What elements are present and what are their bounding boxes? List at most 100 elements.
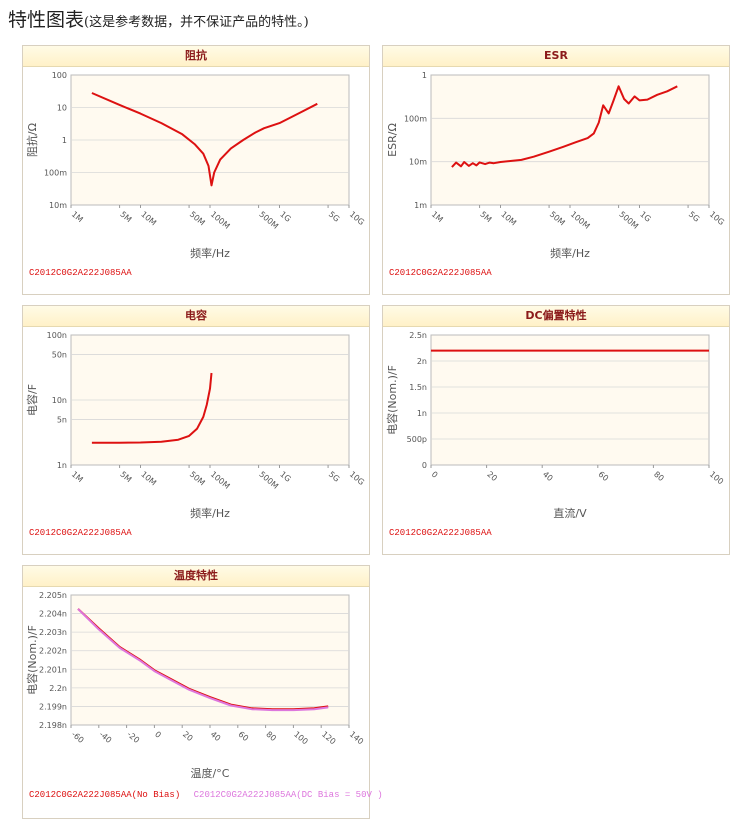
impedance-x-tick-label: 10M — [139, 210, 158, 228]
temperature-legend-dc-bias: C2012C0G2A222J085AA(DC Bias = 50V ) — [193, 790, 383, 800]
page-title-text: 特性图表 — [8, 9, 85, 31]
temperature-x-tick-label: -20 — [125, 730, 141, 745]
esr-panel: ESR 1 100m 10m 1m 1M 5M 10M 50M 100M 500M 1G 5G 10G 频… — [382, 45, 730, 295]
dcbias-plot-area — [430, 334, 710, 466]
esr-x-tick-label: 5M — [478, 210, 493, 225]
temperature-x-tick-label: 20 — [181, 730, 195, 743]
temperature-plot-area — [70, 594, 350, 726]
dcbias-legend-item: C2012C0G2A222J085AA — [389, 528, 492, 538]
capacitance-y-tick-label: 100n — [47, 331, 67, 340]
capacitance-x-axis-label: 频率/Hz — [190, 506, 230, 520]
impedance-x-tick-label: 50M — [188, 210, 207, 228]
temperature-y-tick-label: 2.203n — [39, 628, 67, 637]
temperature-x-tick-label: 40 — [209, 730, 223, 743]
dcbias-y-tick-label: 2n — [417, 357, 427, 366]
temperature-y-tick-label: 2.201n — [39, 665, 67, 674]
impedance-y-tick-label: 10m — [49, 201, 67, 210]
impedance-x-tick-label: 5M — [118, 210, 133, 225]
impedance-x-tick-label: 10G — [348, 210, 366, 227]
capacitance-y-tick-label: 1n — [57, 461, 67, 470]
esr-x-tick-label: 1M — [430, 210, 445, 225]
dcbias-y-tick-label: 0 — [422, 461, 427, 470]
impedance-y-tick-label: 100m — [44, 169, 67, 178]
capacitance-x-tick-label: 50M — [188, 470, 207, 488]
impedance-x-tick-label: 1G — [278, 210, 292, 224]
esr-plot-area — [430, 74, 710, 206]
page-title: 特性图表(这是参考数据，并不保证产品的特性。) — [8, 8, 309, 35]
dcbias-y-axis-label: 电容(Nom.)/F — [385, 365, 399, 435]
esr-panel-header: ESR — [383, 46, 729, 67]
dcbias-x-tick-label: 20 — [485, 470, 499, 483]
impedance-x-tick-label: 500M — [257, 210, 280, 231]
impedance-y-tick-label: 1 — [62, 136, 67, 145]
impedance-panel-header: 阻抗 — [23, 46, 369, 67]
temperature-x-tick-label: 140 — [348, 730, 365, 747]
impedance-x-tick-label: 1M — [70, 210, 85, 225]
temperature-x-tick-label: 0 — [153, 730, 163, 740]
capacitance-x-tick-label: 500M — [257, 470, 280, 491]
dcbias-y-tick-label: 2.5n — [409, 331, 427, 340]
temperature-panel-header: 温度特性 — [23, 566, 369, 587]
esr-series-line-1 — [451, 85, 678, 168]
dcbias-x-axis-label: 直流/V — [553, 506, 587, 520]
capacitance-panel-header: 电容 — [23, 306, 369, 327]
impedance-series-line-1 — [91, 92, 318, 187]
temperature-panel: 温度特性 2.205n 2.204n 2.203n 2.202n 2.201n 2.2n 2… — [22, 565, 383, 819]
dcbias-x-tick-label: 60 — [597, 470, 611, 483]
esr-legend-item: C2012C0G2A222J085AA — [389, 268, 492, 278]
capacitance-y-tick-label: 50n — [52, 351, 67, 360]
capacitance-panel: 电容 100n 50n 10n 5n 1n 1M 5M 10M 50M 100M 500M 1G 5G 1… — [22, 305, 370, 555]
esr-x-tick-label: 5G — [687, 210, 701, 224]
impedance-x-axis-label: 频率/Hz — [190, 246, 230, 260]
esr-x-axis-label: 频率/Hz — [550, 246, 590, 260]
temperature-y-tick-label: 2.2n — [49, 684, 67, 693]
impedance-y-axis-label: 阻抗/Ω — [25, 123, 39, 157]
capacitance-y-tick-label: 10n — [52, 396, 67, 405]
capacitance-legend: C2012C0G2A222J085AA — [29, 528, 140, 538]
capacitance-x-tick-label: 100M — [209, 470, 232, 491]
capacitance-x-tick-label: 10M — [139, 470, 158, 488]
dcbias-y-tick-label: 1n — [417, 409, 427, 418]
temperature-x-tick-label: -60 — [70, 730, 86, 745]
temperature-y-tick-label: 2.202n — [39, 647, 67, 656]
impedance-legend-item: C2012C0G2A222J085AA — [29, 268, 132, 278]
dcbias-chart: 2.5n 2n 1.5n 1n 500p 00 20 40 60 80 100 直流/V 电容(Nom.… — [385, 331, 725, 520]
esr-x-tick-label: 10G — [708, 210, 726, 227]
capacitance-series-line-1 — [91, 372, 213, 444]
impedance-legend: C2012C0G2A222J085AA — [29, 268, 140, 278]
capacitance-y-tick-label: 5n — [57, 416, 67, 425]
dcbias-x-tick-label: 40 — [541, 470, 555, 483]
temperature-y-tick-label: 2.205n — [39, 591, 67, 600]
esr-x-tick-label: 10M — [499, 210, 518, 228]
impedance-panel: 阻抗 100 10 1 100m 10m 1M 5M 10M 50M 100M 500M 1G 5G 10… — [22, 45, 370, 295]
capacitance-x-tick-label: 5G — [327, 470, 341, 484]
temperature-x-tick-label: 60 — [237, 730, 251, 743]
dcbias-x-tick-label: 100 — [708, 470, 725, 487]
dcbias-y-tick-label: 500p — [407, 435, 427, 444]
temperature-y-axis-label: 电容(Nom.)/F — [25, 625, 39, 695]
temperature-y-tick-label: 2.199n — [39, 702, 67, 711]
esr-x-tick-label: 500M — [617, 210, 640, 231]
temperature-y-tick-label: 2.198n — [39, 721, 67, 730]
temperature-x-axis-label: 温度/°C — [191, 766, 230, 780]
temperature-x-tick-label: 120 — [320, 730, 337, 747]
dcbias-y-tick-label: 1.5n — [409, 383, 427, 392]
esr-y-tick-label: 1 — [422, 71, 427, 80]
capacitance-x-tick-label: 5M — [118, 470, 133, 485]
capacitance-x-tick-label: 10G — [348, 470, 366, 487]
temperature-chart: 2.205n 2.204n 2.203n 2.202n 2.201n 2.2n 2.199n… — [25, 591, 365, 780]
impedance-y-tick-label: 100 — [52, 71, 67, 80]
capacitance-x-tick-label: 1G — [278, 470, 292, 484]
dcbias-panel-header: DC偏置特性 — [383, 306, 729, 327]
capacitance-x-tick-label: 1M — [70, 470, 85, 485]
esr-x-tick-label: 1G — [638, 210, 652, 224]
dcbias-legend: C2012C0G2A222J085AA — [389, 528, 500, 538]
esr-y-tick-label: 1m — [414, 201, 427, 210]
esr-x-tick-label: 100M — [569, 210, 592, 231]
impedance-x-tick-label: 100M — [209, 210, 232, 231]
temperature-x-tick-label: 80 — [264, 730, 278, 743]
page-note: (这是参考数据，并不保证产品的特性。) — [84, 15, 309, 30]
